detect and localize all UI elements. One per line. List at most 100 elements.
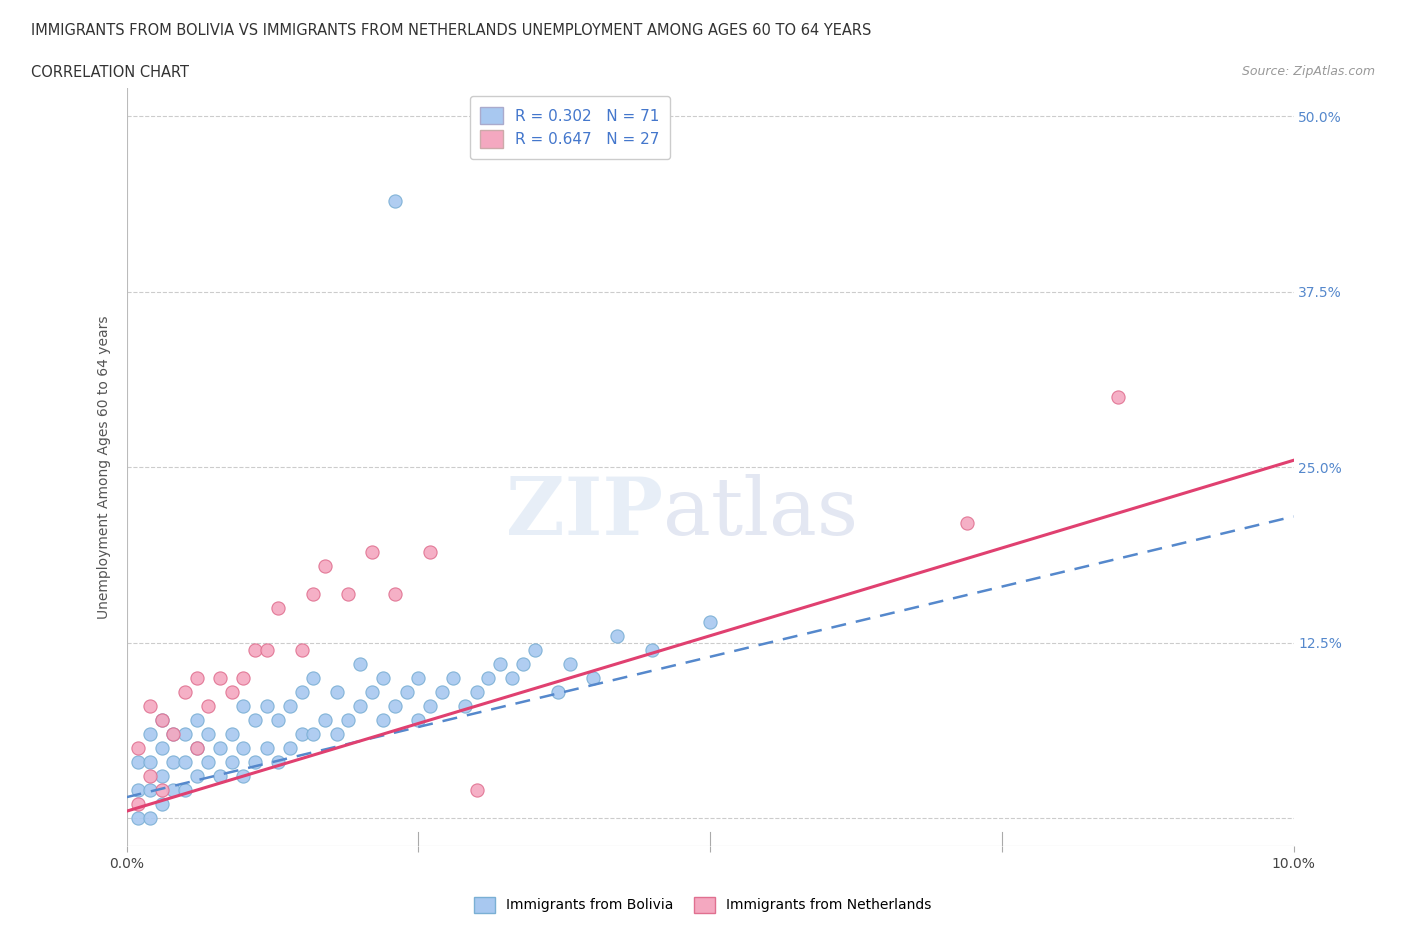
Point: [314, 712, 336, 727]
Point: [139, 698, 162, 713]
Point: [606, 629, 628, 644]
Point: [419, 698, 441, 713]
Point: [373, 712, 395, 727]
Point: [302, 671, 325, 685]
Point: [640, 643, 664, 658]
Point: [302, 586, 325, 601]
Point: [139, 769, 162, 784]
Point: [197, 698, 219, 713]
Point: [243, 754, 266, 769]
Point: [208, 740, 231, 755]
Point: [267, 600, 290, 615]
Point: [256, 698, 278, 713]
Point: [150, 712, 173, 727]
Point: [150, 712, 173, 727]
Point: [384, 698, 406, 713]
Point: [558, 657, 581, 671]
Point: [232, 671, 254, 685]
Point: [232, 740, 254, 755]
Point: [221, 684, 243, 699]
Point: [384, 586, 406, 601]
Point: [512, 657, 534, 671]
Point: [197, 726, 219, 741]
Point: [373, 671, 395, 685]
Point: [395, 684, 418, 699]
Point: [524, 643, 547, 658]
Point: [302, 726, 325, 741]
Point: [547, 684, 569, 699]
Point: [360, 544, 382, 559]
Point: [360, 684, 382, 699]
Point: [174, 684, 197, 699]
Point: [232, 769, 254, 784]
Point: [699, 615, 721, 630]
Point: [454, 698, 477, 713]
Point: [186, 740, 208, 755]
Point: [1108, 390, 1130, 405]
Point: [150, 769, 173, 784]
Point: [186, 769, 208, 784]
Point: [349, 657, 371, 671]
Point: [150, 783, 173, 798]
Point: [243, 643, 266, 658]
Point: [278, 698, 301, 713]
Point: [186, 712, 208, 727]
Point: [221, 754, 243, 769]
Point: [290, 643, 312, 658]
Point: [150, 797, 173, 812]
Point: [430, 684, 453, 699]
Text: Source: ZipAtlas.com: Source: ZipAtlas.com: [1241, 65, 1375, 78]
Point: [174, 754, 197, 769]
Point: [337, 586, 360, 601]
Point: [197, 754, 219, 769]
Point: [267, 712, 290, 727]
Point: [408, 712, 430, 727]
Text: IMMIGRANTS FROM BOLIVIA VS IMMIGRANTS FROM NETHERLANDS UNEMPLOYMENT AMONG AGES 6: IMMIGRANTS FROM BOLIVIA VS IMMIGRANTS FR…: [31, 23, 872, 38]
Point: [325, 684, 347, 699]
Point: [278, 740, 301, 755]
Point: [139, 811, 162, 826]
Text: CORRELATION CHART: CORRELATION CHART: [31, 65, 188, 80]
Point: [384, 193, 406, 208]
Point: [267, 754, 290, 769]
Point: [419, 544, 441, 559]
Point: [290, 684, 312, 699]
Point: [256, 740, 278, 755]
Point: [139, 754, 162, 769]
Point: [290, 726, 312, 741]
Point: [127, 783, 149, 798]
Point: [582, 671, 605, 685]
Point: [408, 671, 430, 685]
Text: ZIP: ZIP: [506, 473, 664, 551]
Point: [441, 671, 464, 685]
Point: [208, 671, 231, 685]
Legend: R = 0.302   N = 71, R = 0.647   N = 27: R = 0.302 N = 71, R = 0.647 N = 27: [470, 96, 671, 159]
Legend: Immigrants from Bolivia, Immigrants from Netherlands: Immigrants from Bolivia, Immigrants from…: [468, 891, 938, 919]
Point: [150, 740, 173, 755]
Point: [314, 558, 336, 573]
Point: [162, 726, 184, 741]
Point: [256, 643, 278, 658]
Point: [174, 726, 197, 741]
Point: [465, 783, 488, 798]
Y-axis label: Unemployment Among Ages 60 to 64 years: Unemployment Among Ages 60 to 64 years: [97, 315, 111, 619]
Point: [243, 712, 266, 727]
Point: [162, 726, 184, 741]
Point: [325, 726, 347, 741]
Point: [349, 698, 371, 713]
Point: [337, 712, 360, 727]
Point: [186, 671, 208, 685]
Point: [162, 754, 184, 769]
Point: [174, 783, 197, 798]
Point: [956, 516, 979, 531]
Text: atlas: atlas: [664, 473, 859, 551]
Point: [489, 657, 512, 671]
Point: [127, 811, 149, 826]
Point: [139, 783, 162, 798]
Point: [162, 783, 184, 798]
Point: [208, 769, 231, 784]
Point: [501, 671, 523, 685]
Point: [221, 726, 243, 741]
Point: [465, 684, 488, 699]
Point: [127, 797, 149, 812]
